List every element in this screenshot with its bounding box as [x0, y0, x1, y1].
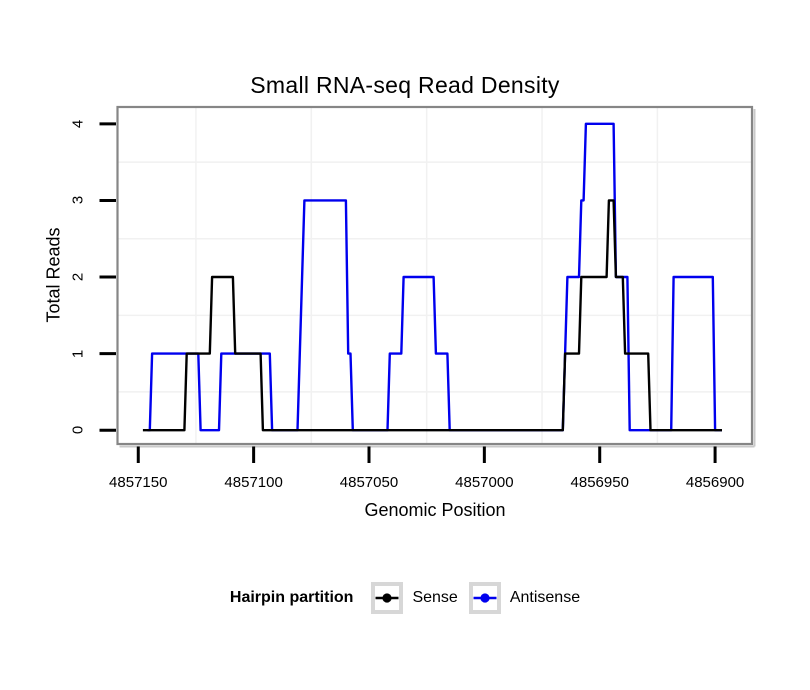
x-tick-label: 4857150 [109, 474, 168, 491]
legend-key-icon [468, 582, 501, 614]
y-tick-label: 1 [69, 349, 87, 358]
legend: Hairpin partition Sense Antisense [0, 578, 810, 618]
y-tick-label: 0 [69, 426, 87, 435]
x-tick-label: 4856900 [685, 474, 745, 491]
legend-entries: Sense Antisense [371, 582, 580, 614]
x-tick-label: 4857050 [339, 474, 399, 491]
y-axis-title: Total Reads [43, 227, 64, 323]
legend-label: Antisense [509, 589, 581, 606]
chart-title: Small RNA-seq Read Density [250, 72, 560, 98]
legend-key-icon [371, 582, 404, 614]
y-tick-label: 2 [69, 272, 87, 282]
panel-border [116, 105, 754, 446]
x-axis-title: Genomic Position [364, 500, 506, 520]
legend-entry-antisense: Antisense [468, 582, 581, 614]
legend-title: Hairpin partition [229, 589, 354, 606]
x-tick-label: 4856950 [570, 474, 629, 491]
series-line-sense [142, 199, 722, 432]
y-tick-label: 4 [69, 119, 87, 129]
legend-entry-sense: Sense [371, 582, 458, 614]
legend-label: Sense [412, 589, 458, 606]
y-tick-label: 3 [69, 196, 87, 205]
x-tick-label: 4857100 [224, 474, 283, 491]
x-tick-label: 4857000 [455, 474, 514, 491]
